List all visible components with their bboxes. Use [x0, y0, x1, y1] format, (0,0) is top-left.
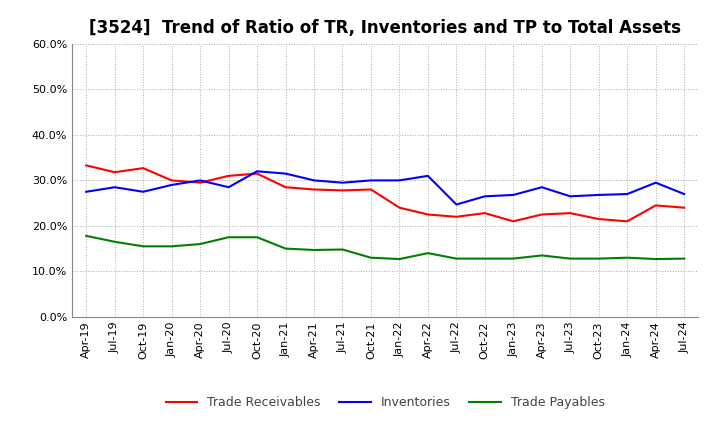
Inventories	[253, 169, 261, 174]
Trade Receivables	[623, 219, 631, 224]
Trade Receivables	[680, 205, 688, 210]
Trade Payables	[566, 256, 575, 261]
Trade Payables	[167, 244, 176, 249]
Trade Payables	[680, 256, 688, 261]
Inventories	[566, 194, 575, 199]
Trade Payables	[82, 233, 91, 238]
Trade Payables	[452, 256, 461, 261]
Trade Payables	[537, 253, 546, 258]
Inventories	[167, 182, 176, 187]
Trade Receivables	[282, 185, 290, 190]
Inventories	[452, 202, 461, 207]
Trade Payables	[509, 256, 518, 261]
Trade Receivables	[595, 216, 603, 222]
Trade Payables	[253, 235, 261, 240]
Trade Receivables	[423, 212, 432, 217]
Trade Receivables	[480, 210, 489, 216]
Inventories	[196, 178, 204, 183]
Inventories	[623, 191, 631, 197]
Trade Payables	[110, 239, 119, 244]
Trade Payables	[310, 247, 318, 253]
Trade Receivables	[395, 205, 404, 210]
Trade Payables	[480, 256, 489, 261]
Line: Trade Payables: Trade Payables	[86, 236, 684, 259]
Trade Payables	[196, 242, 204, 247]
Trade Payables	[623, 255, 631, 260]
Trade Payables	[652, 257, 660, 262]
Title: [3524]  Trend of Ratio of TR, Inventories and TP to Total Assets: [3524] Trend of Ratio of TR, Inventories…	[89, 19, 681, 37]
Inventories	[110, 185, 119, 190]
Inventories	[423, 173, 432, 179]
Trade Payables	[282, 246, 290, 251]
Trade Receivables	[509, 219, 518, 224]
Line: Trade Receivables: Trade Receivables	[86, 165, 684, 221]
Trade Payables	[366, 255, 375, 260]
Trade Receivables	[196, 180, 204, 185]
Inventories	[480, 194, 489, 199]
Inventories	[225, 185, 233, 190]
Trade Receivables	[82, 163, 91, 168]
Inventories	[282, 171, 290, 176]
Inventories	[509, 192, 518, 198]
Inventories	[338, 180, 347, 185]
Inventories	[366, 178, 375, 183]
Trade Receivables	[225, 173, 233, 179]
Inventories	[395, 178, 404, 183]
Trade Receivables	[652, 203, 660, 208]
Trade Receivables	[338, 188, 347, 193]
Trade Payables	[338, 247, 347, 252]
Trade Payables	[225, 235, 233, 240]
Inventories	[652, 180, 660, 185]
Inventories	[310, 178, 318, 183]
Line: Inventories: Inventories	[86, 171, 684, 205]
Inventories	[82, 189, 91, 194]
Trade Payables	[595, 256, 603, 261]
Legend: Trade Receivables, Inventories, Trade Payables: Trade Receivables, Inventories, Trade Pa…	[161, 391, 610, 414]
Trade Receivables	[452, 214, 461, 220]
Inventories	[537, 185, 546, 190]
Inventories	[595, 192, 603, 198]
Trade Receivables	[366, 187, 375, 192]
Trade Receivables	[110, 169, 119, 175]
Trade Payables	[423, 250, 432, 256]
Trade Receivables	[253, 171, 261, 176]
Trade Payables	[395, 257, 404, 262]
Trade Receivables	[537, 212, 546, 217]
Trade Receivables	[566, 210, 575, 216]
Inventories	[680, 191, 688, 197]
Trade Receivables	[167, 178, 176, 183]
Inventories	[139, 189, 148, 194]
Trade Payables	[139, 244, 148, 249]
Trade Receivables	[310, 187, 318, 192]
Trade Receivables	[139, 165, 148, 171]
